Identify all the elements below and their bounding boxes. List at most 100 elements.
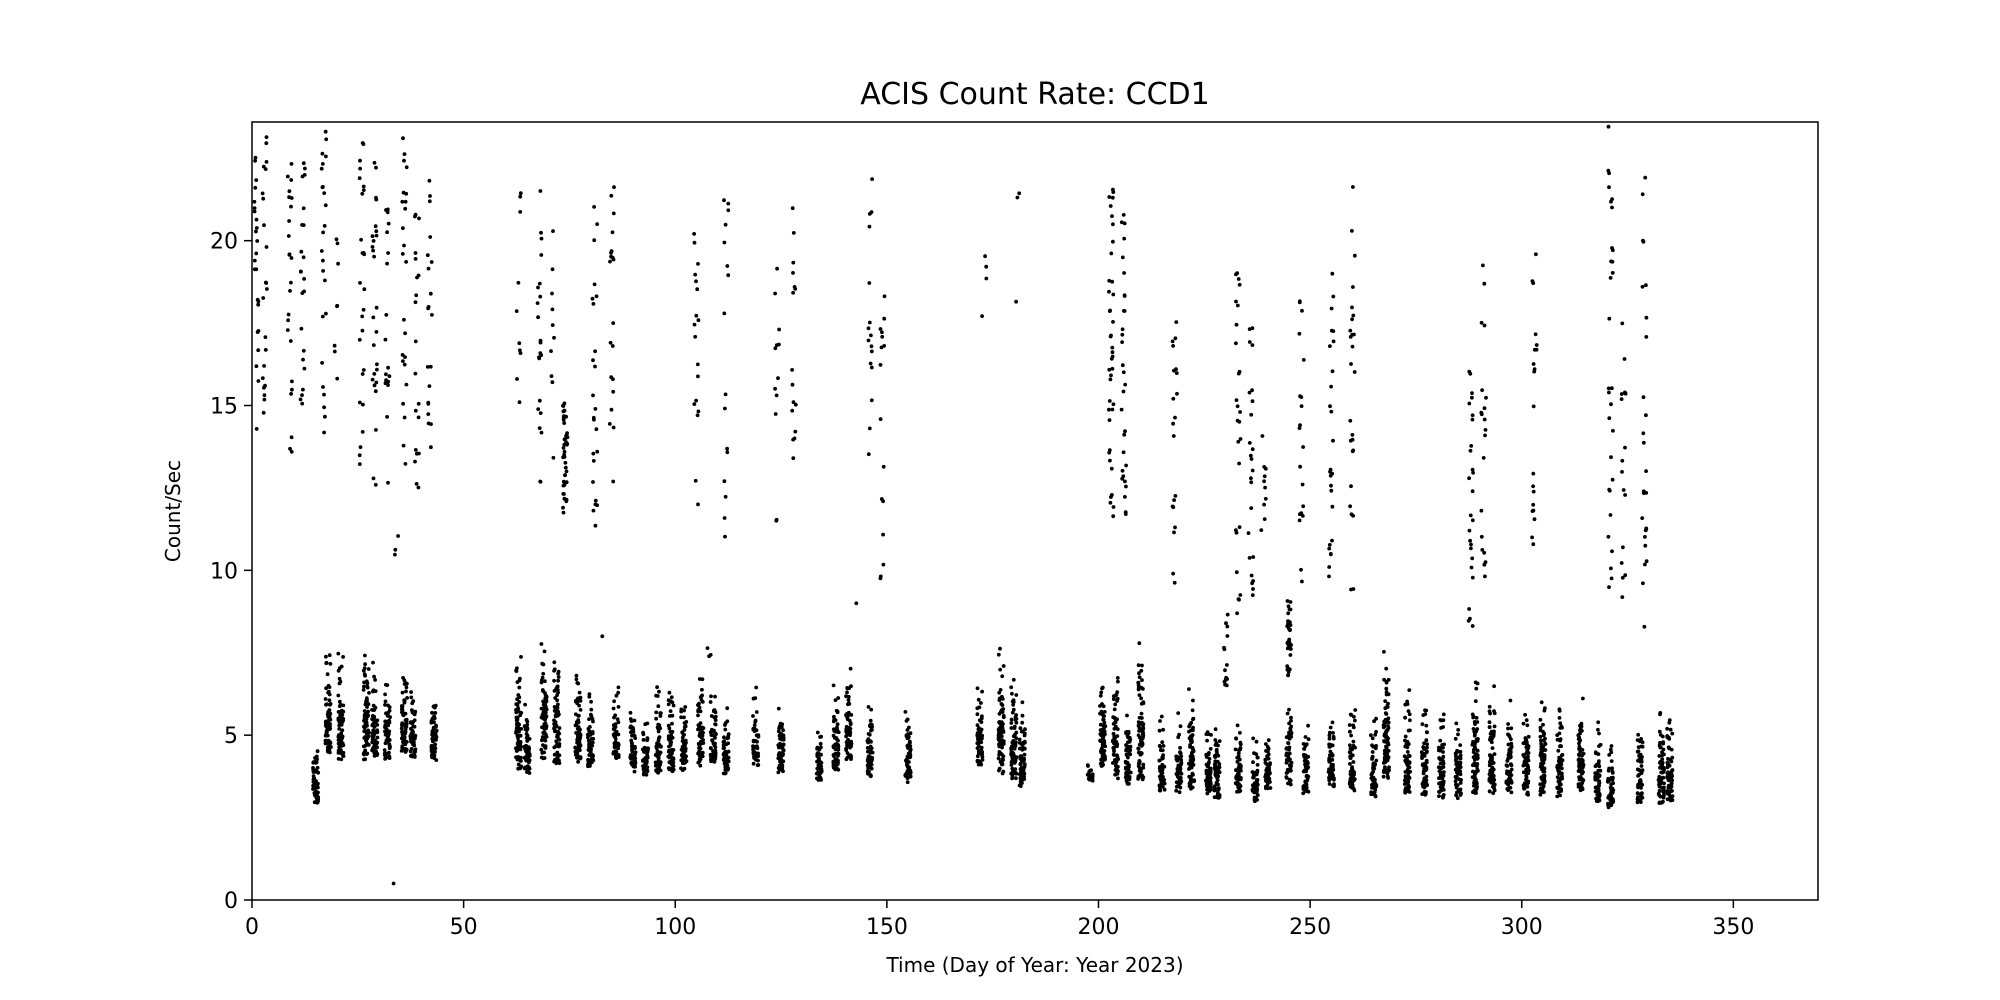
data-point (904, 719, 909, 723)
data-point (1381, 770, 1386, 774)
data-point (1609, 744, 1614, 748)
data-point (593, 349, 597, 354)
data-point (357, 400, 362, 405)
data-point (1119, 407, 1124, 412)
data-point (1384, 768, 1389, 772)
data-point (324, 311, 328, 316)
data-point (1120, 468, 1125, 473)
data-point (1225, 663, 1229, 667)
data-point (256, 348, 261, 353)
data-point (1137, 641, 1142, 646)
data-point (1667, 737, 1672, 741)
data-point (869, 707, 874, 712)
data-point (1454, 776, 1459, 780)
data-point (1538, 782, 1543, 787)
data-point (1436, 748, 1441, 753)
data-point (412, 755, 417, 759)
data-point (680, 735, 685, 740)
data-point (1238, 777, 1243, 782)
data-point (334, 237, 339, 242)
data-point (1237, 369, 1242, 374)
data-point (723, 494, 728, 499)
chart-title: ACIS Count Rate: CCD1 (860, 77, 1210, 112)
data-point (1298, 464, 1302, 469)
data-point (412, 718, 417, 723)
data-point (1580, 759, 1585, 764)
data-point (1107, 195, 1112, 199)
data-point (587, 753, 592, 757)
data-point (790, 368, 794, 372)
data-point (300, 223, 304, 227)
data-point (550, 323, 555, 327)
data-point (1441, 754, 1446, 759)
data-point (1128, 745, 1132, 749)
data-point (366, 702, 371, 706)
data-point (836, 747, 841, 752)
data-point (1439, 770, 1443, 775)
data-point (848, 666, 853, 671)
data-point (1474, 716, 1479, 720)
data-point (1173, 494, 1178, 498)
data-point (1473, 732, 1477, 736)
data-point (1176, 711, 1181, 715)
data-point (516, 693, 521, 697)
data-point (1287, 777, 1292, 782)
data-point (550, 380, 555, 385)
data-point (263, 335, 268, 339)
data-point (400, 708, 405, 712)
data-point (326, 710, 330, 714)
data-point (362, 287, 367, 292)
data-point (725, 767, 730, 772)
data-point (1297, 426, 1302, 430)
data-point (363, 724, 368, 729)
data-point (1556, 779, 1561, 784)
data-point (975, 758, 980, 763)
data-point (403, 355, 407, 359)
data-point (1137, 735, 1142, 740)
data-point (1558, 744, 1563, 748)
data-point (578, 699, 583, 703)
data-point (539, 253, 544, 257)
data-point (403, 199, 408, 204)
data-point (1107, 289, 1111, 294)
data-point (1174, 784, 1179, 789)
data-point (1636, 767, 1641, 772)
data-point (363, 702, 368, 707)
data-point (792, 285, 797, 289)
data-point (367, 691, 371, 695)
data-point (1119, 220, 1124, 225)
data-point (1284, 746, 1289, 751)
data-point (1171, 396, 1176, 401)
data-point (403, 681, 408, 685)
data-point (1178, 771, 1183, 776)
data-point (644, 768, 649, 772)
data-point (998, 646, 1002, 651)
data-point (430, 717, 435, 722)
data-point (1246, 531, 1251, 535)
data-point (1369, 792, 1374, 797)
data-point (1213, 772, 1218, 777)
data-point (1137, 768, 1142, 773)
data-point (320, 314, 325, 319)
data-point (574, 673, 579, 678)
data-point (1661, 740, 1666, 745)
data-point (1306, 765, 1311, 769)
data-point (866, 705, 871, 709)
data-point (366, 667, 371, 671)
data-point (426, 305, 431, 309)
data-point (1286, 741, 1290, 745)
data-point (577, 748, 582, 753)
data-point (375, 745, 379, 750)
data-point (1522, 786, 1526, 791)
data-point (264, 135, 269, 140)
data-point (404, 260, 408, 264)
data-point (721, 743, 726, 747)
data-point (979, 762, 984, 767)
data-point (587, 739, 591, 743)
data-point (1506, 742, 1511, 747)
data-point (997, 766, 1002, 771)
data-point (1213, 727, 1218, 732)
data-point (1384, 686, 1389, 691)
data-point (1557, 716, 1562, 720)
data-point (996, 736, 1001, 741)
